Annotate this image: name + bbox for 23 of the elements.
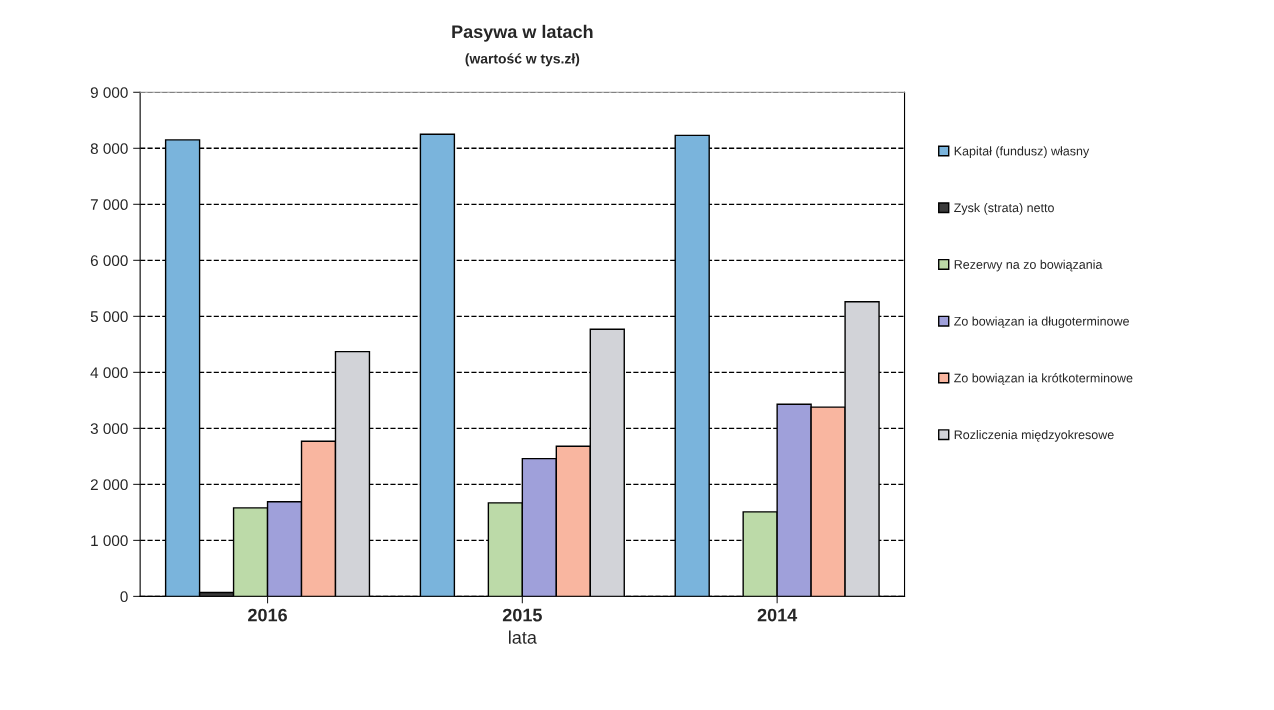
legend-label: Zo bowiązan ia długoterminowe [954,316,1129,329]
y-tick-label: 1 000 [91,535,128,547]
y-tick-label: 4 000 [90,367,128,379]
y-tick-label: 8 000 [90,143,128,154]
y-tick-label: 0 [120,591,128,603]
legend-label: Rezerwy na zo bowiązania [954,259,1103,272]
y-tick-label: 3 000 [90,423,128,435]
x-axis-title: lata [509,630,537,644]
y-tick-label: 6 000 [90,255,128,267]
y-tick-label: 9 000 [90,87,128,98]
x-tick-label: 2014 [757,608,798,622]
y-tick-label: 5 000 [90,311,128,323]
x-tick-label: 2016 [248,608,287,622]
chart-title: Pasywa w latach [452,24,593,42]
chart-subtitle: (wartość w tys.zł) [465,53,580,67]
y-tick-label: 2 000 [90,479,128,491]
bar [419,133,456,597]
x-tick-label: 2015 [502,608,542,622]
legend-label: Rozliczenia międzyokresowe [954,430,1114,442]
legend-label: Zo bowiązan ia krótkoterminowe [954,373,1133,385]
y-tick-label: 7 000 [90,199,128,211]
legend-label: Zysk (strata) netto [954,203,1054,215]
legend-label: Kapitał (fundusz) własny [954,146,1090,158]
